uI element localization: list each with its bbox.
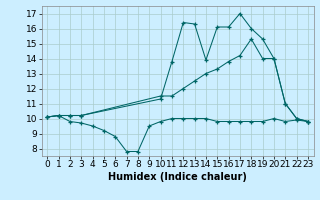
X-axis label: Humidex (Indice chaleur): Humidex (Indice chaleur) xyxy=(108,172,247,182)
